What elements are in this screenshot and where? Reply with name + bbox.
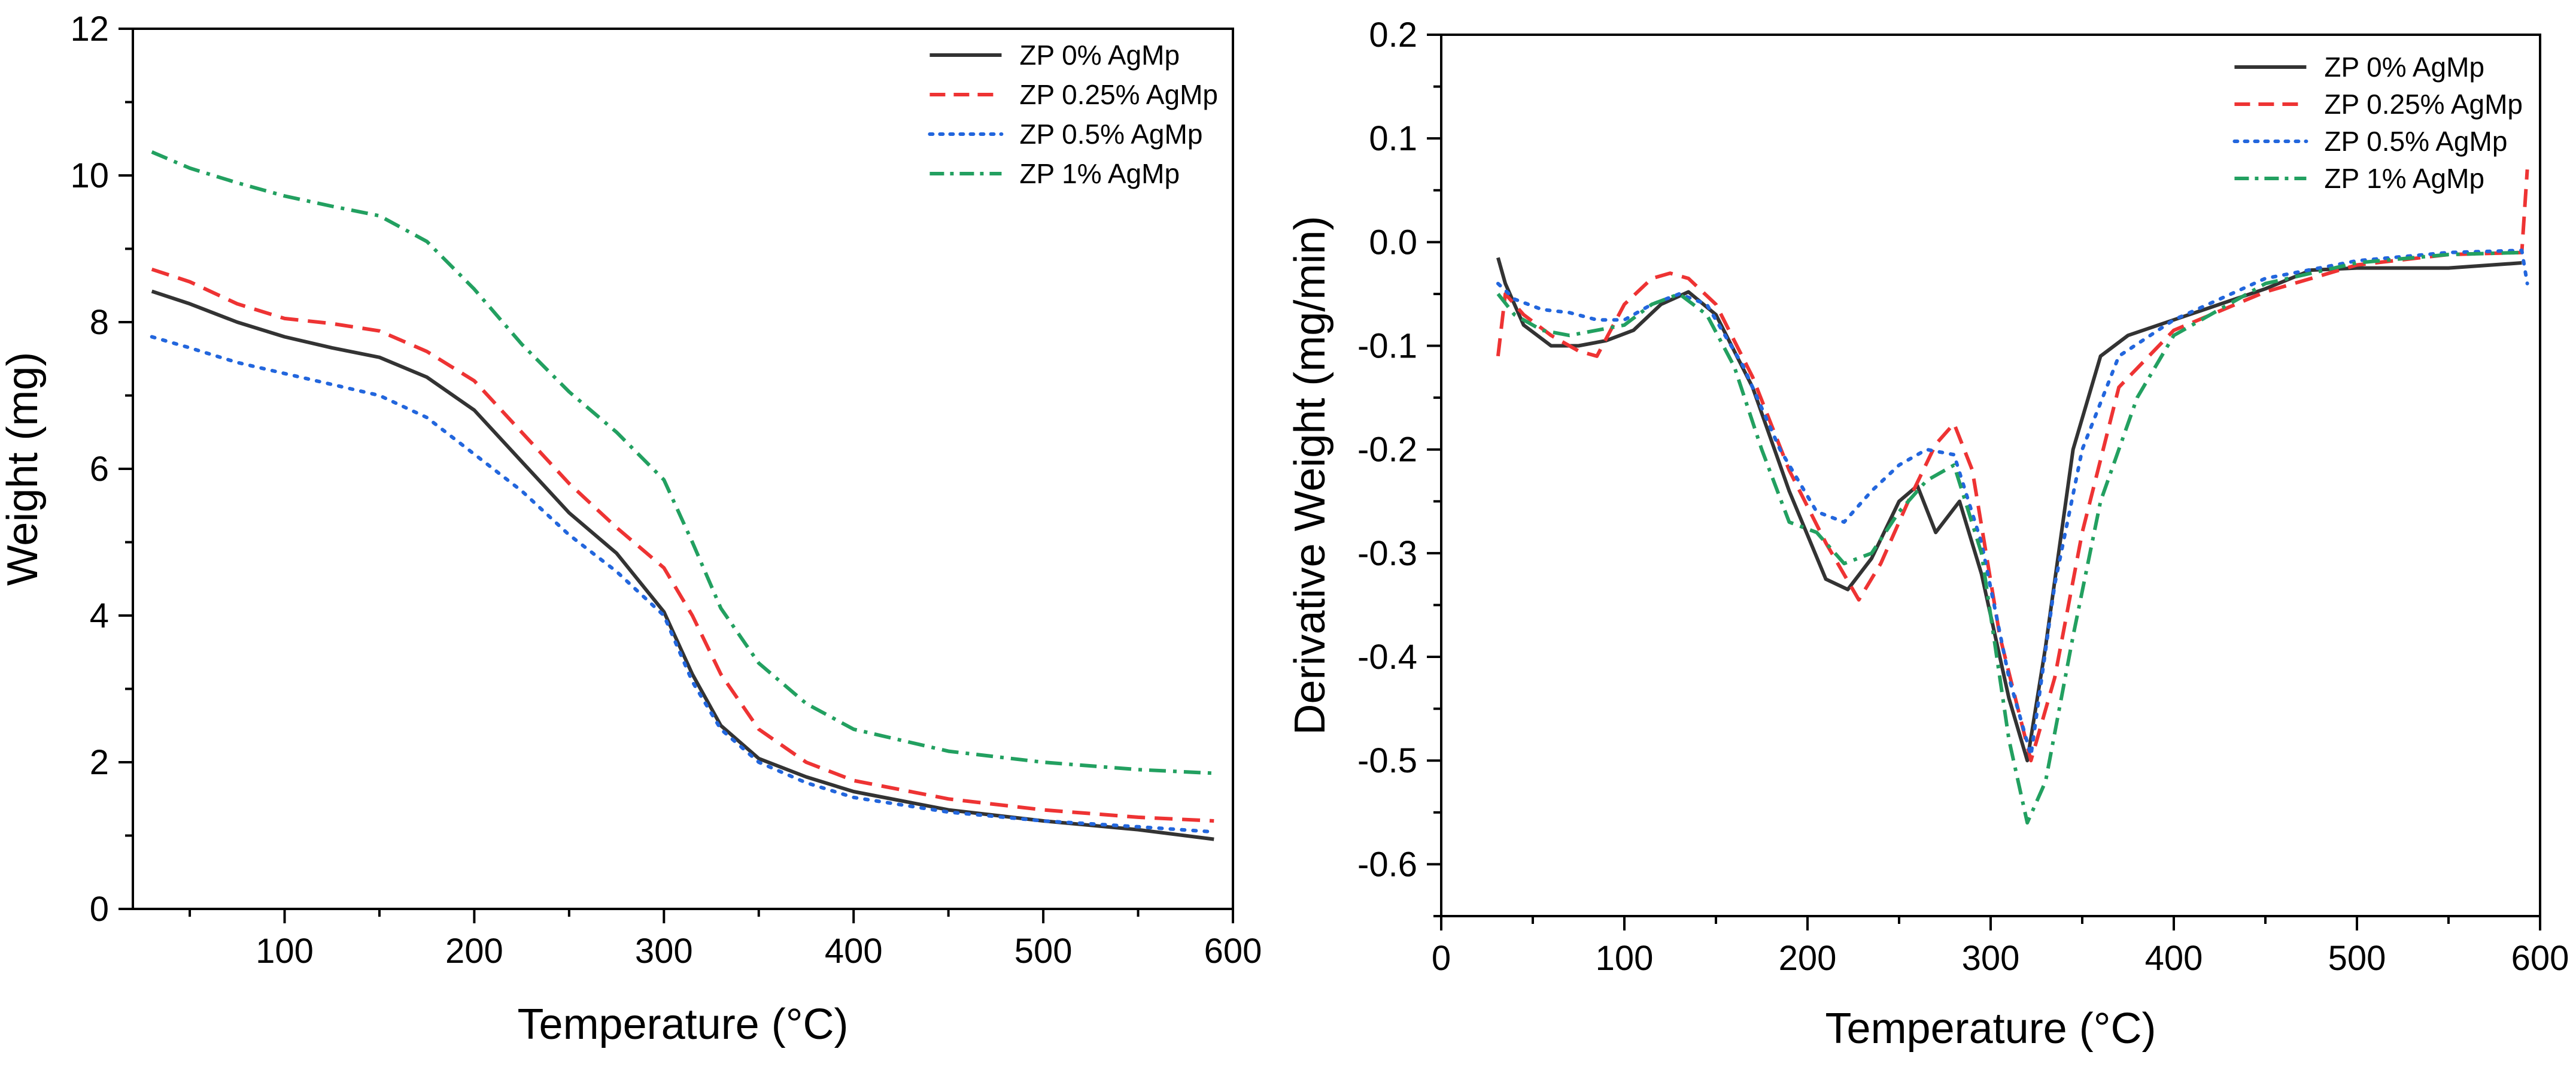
y-tick-label: 0.1 [1369,119,1417,158]
y-axis-title: Weight (mg) [0,352,47,586]
y-tick-label: 0.2 [1369,16,1417,54]
y-tick-label: 0.0 [1369,223,1417,262]
legend-label: ZP 0% AgMp [2324,51,2484,83]
series-line-3 [151,150,1214,775]
derivative-weight-chart: 0 100 200 300 400 500 600 0.2 0.1 0.0 -0.1 -0.2 -0.3… [1286,16,2569,1053]
y-tick-label: -0.1 [1357,327,1417,366]
series-line-2 [1496,248,2529,757]
weight-chart: 100 200 300 400 500 600 0 2 4 6 8 10 12 Temperature (… [0,10,1262,1048]
y-tick-label: -0.6 [1357,845,1417,884]
legend-label: ZP 0.25% AgMp [1019,79,1218,110]
y-tick-label: -0.4 [1357,638,1417,677]
legend-label: ZP 0.5% AgMp [2324,126,2507,157]
x-tick-label: 300 [635,932,693,971]
x-tick-label: 600 [2511,939,2569,978]
x-tick-label: 500 [2328,939,2386,978]
x-tick-label: 100 [256,932,314,971]
legend: ZP 0% AgMp ZP 0.25% AgMp ZP 0.5% AgMp ZP 1%… [928,40,1218,189]
x-tick-label: 400 [2145,939,2203,978]
x-tick-label: 600 [1204,932,1262,971]
series-line-0 [151,289,1214,841]
series-line-1 [1496,169,2529,763]
x-tick-label: 100 [1596,939,1654,978]
series-line-1 [151,267,1214,823]
legend-label: ZP 1% AgMp [2324,163,2484,194]
y-tick-label: 0 [90,890,109,929]
series-line-2 [150,335,1216,834]
y-tick-label: 12 [70,10,109,48]
x-tick-label: 200 [445,932,503,971]
y-axis-title: Derivative Weight (mg/min) [1286,216,1334,735]
legend: ZP 0% AgMp ZP 0.25% AgMp ZP 0.5% AgMp ZP 1%… [2232,51,2523,194]
x-tick-label: 200 [1779,939,1837,978]
y-tick-label: 8 [90,303,109,342]
x-tick-label: 400 [825,932,883,971]
y-tick-label: 4 [90,596,109,635]
x-tick-label: 300 [1962,939,2020,978]
x-tick-label: 500 [1014,932,1073,971]
legend-label: ZP 0.25% AgMp [2324,89,2523,120]
y-tick-label: -0.3 [1357,534,1417,573]
legend-label: ZP 1% AgMp [1019,158,1180,189]
y-tick-label: -0.2 [1357,431,1417,469]
y-tick-label: 6 [90,450,109,489]
legend-label: ZP 0.5% AgMp [1019,119,1202,150]
x-axis-title: Temperature (°C) [1825,1005,2156,1053]
x-tick-label: 0 [1432,939,1451,978]
series-line-0 [1496,257,2522,763]
legend-label: ZP 0% AgMp [1019,40,1180,71]
y-tick-label: 10 [70,156,109,195]
series-line-3 [1496,250,2522,825]
x-axis-title: Temperature (°C) [518,1001,849,1048]
y-tick-label: -0.5 [1357,741,1417,780]
y-tick-label: 2 [90,743,109,782]
